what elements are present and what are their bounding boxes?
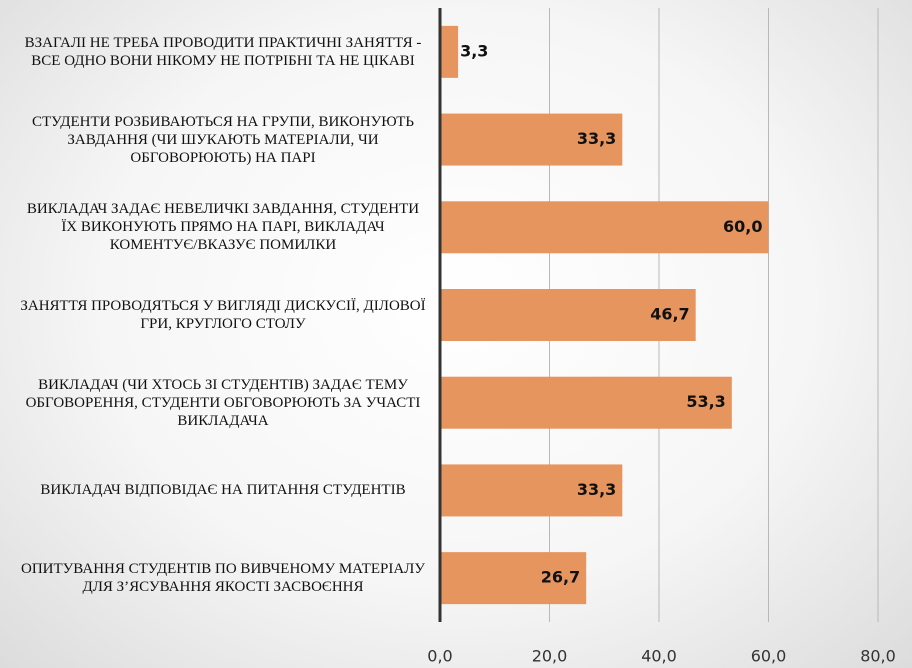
value-label: 3,3 [460, 41, 488, 60]
bar [440, 201, 769, 254]
bar [440, 376, 732, 429]
category-label: ВИКЛАДАЧ (ЧИ ХТОСЬ ЗІ СТУДЕНТІВ) ЗАДАЄ Т… [25, 376, 421, 429]
bar [440, 552, 587, 605]
value-label: 26,7 [541, 568, 580, 587]
category-label: ВИКЛАДАЧ ЗАДАЄ НЕВЕЛИЧКІ ЗАВДАННЯ, СТУДЕ… [26, 201, 420, 254]
value-label: 33,3 [577, 129, 616, 148]
x-tick-label: 40,0 [641, 647, 677, 666]
x-tick-label: 20,0 [532, 647, 568, 666]
category-label: СТУДЕНТИ РОЗБИВАЮТЬСЯ НА ГРУПИ, ВИКОНУЮТ… [31, 113, 415, 166]
category-label: ОПИТУВАННЯ СТУДЕНТІВ ПО ВИВЧЕНОМУ МАТЕРІ… [21, 561, 425, 596]
x-tick-label: 80,0 [860, 647, 896, 666]
x-tick-label: 60,0 [751, 647, 787, 666]
value-label: 33,3 [577, 480, 616, 499]
bar [440, 464, 623, 517]
category-label: ЗАНЯТТЯ ПРОВОДЯТЬСЯ У ВИГЛЯДІ ДИСКУСІЇ, … [20, 297, 426, 332]
value-label: 46,7 [650, 305, 689, 324]
category-label: ВЗАГАЛІ НЕ ТРЕБА ПРОВОДИТИ ПРАКТИЧНІ ЗАН… [24, 34, 422, 69]
value-label: 53,3 [686, 392, 725, 411]
bar [440, 25, 459, 78]
bar [440, 289, 696, 341]
category-label: ВИКЛАДАЧ ВІДПОВІДАЄ НА ПИТАННЯ СТУДЕНТІВ [40, 482, 406, 499]
value-label: 60,0 [723, 217, 762, 236]
x-tick-label: 0,0 [427, 647, 452, 666]
bar [440, 113, 623, 166]
